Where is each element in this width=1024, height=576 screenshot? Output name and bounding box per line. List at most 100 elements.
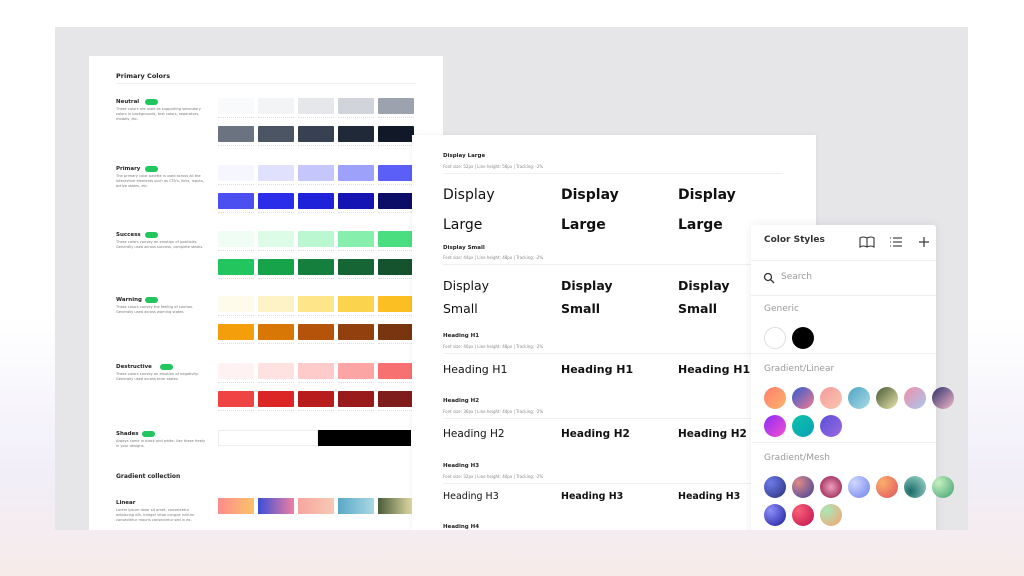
color-style-swatch[interactable] bbox=[904, 387, 926, 409]
color-style-swatch[interactable] bbox=[876, 387, 898, 409]
swatch bbox=[258, 193, 294, 209]
swatch-caption bbox=[258, 410, 294, 412]
group-name: Gradient/Linear bbox=[764, 364, 835, 374]
color-style-swatch[interactable] bbox=[764, 387, 786, 409]
color-style-swatch[interactable] bbox=[904, 476, 926, 498]
search-box[interactable]: Search bbox=[751, 263, 936, 293]
divider bbox=[116, 83, 416, 84]
canvas-panel: Primary Colors Neutral These colors are us… bbox=[55, 27, 968, 530]
divider bbox=[443, 353, 783, 354]
add-icon[interactable] bbox=[916, 234, 932, 248]
swatch-caption bbox=[258, 315, 294, 317]
swatch bbox=[298, 126, 334, 142]
swatch-caption bbox=[338, 315, 374, 317]
color-style-swatch[interactable] bbox=[932, 476, 954, 498]
swatch bbox=[378, 98, 414, 114]
color-style-swatch[interactable] bbox=[932, 387, 954, 409]
swatch bbox=[378, 324, 414, 340]
section-spec: Font size: 36px | Line height: 44px | Tr… bbox=[443, 409, 544, 414]
swatch-caption bbox=[338, 410, 374, 412]
badge bbox=[145, 99, 159, 105]
swatch-caption bbox=[258, 250, 294, 252]
swatch bbox=[298, 296, 334, 312]
swatch bbox=[258, 231, 294, 247]
swatch-caption bbox=[298, 117, 334, 119]
swatch-caption bbox=[258, 343, 294, 345]
section-name: Success bbox=[116, 232, 141, 238]
type-sample: Heading H3 bbox=[443, 491, 499, 502]
swatch bbox=[298, 324, 334, 340]
swatch-caption bbox=[338, 382, 374, 384]
type-sample: Display Small bbox=[678, 278, 730, 316]
swatch-caption bbox=[378, 184, 414, 186]
color-style-swatch[interactable] bbox=[792, 476, 814, 498]
section-name: Warning bbox=[116, 297, 142, 303]
swatch-caption bbox=[218, 315, 254, 317]
swatch bbox=[378, 165, 414, 181]
gradient-swatch bbox=[378, 498, 414, 514]
color-style-swatch[interactable] bbox=[820, 504, 842, 526]
swatch-caption bbox=[338, 250, 374, 252]
color-style-swatch[interactable] bbox=[792, 327, 814, 349]
swatch-caption bbox=[378, 410, 414, 412]
section-description: These colors convey an emotion of negati… bbox=[116, 372, 199, 381]
color-style-swatch[interactable] bbox=[764, 327, 786, 349]
color-style-swatch[interactable] bbox=[792, 504, 814, 526]
color-style-swatch[interactable] bbox=[792, 387, 814, 409]
type-sample: Display Small bbox=[443, 278, 490, 316]
section-spec: Font size: 52px | Line height: 56px | Tr… bbox=[443, 164, 544, 169]
section-description: Lorem ipsum dolor sit amet, consectetur … bbox=[116, 508, 195, 522]
color-style-swatch[interactable] bbox=[764, 504, 786, 526]
swatch-caption bbox=[298, 382, 334, 384]
swatch-caption bbox=[258, 382, 294, 384]
swatch bbox=[258, 98, 294, 114]
swatch-caption bbox=[378, 145, 414, 147]
section-spec: Font size: 44px | Line height: 48px | Tr… bbox=[443, 255, 544, 260]
swatch-caption bbox=[298, 410, 334, 412]
section-title: Heading H2 bbox=[443, 398, 480, 404]
section-name: Destructive bbox=[116, 364, 152, 370]
color-style-swatch[interactable] bbox=[792, 415, 814, 437]
library-icon[interactable] bbox=[859, 234, 875, 249]
section-name: Neutral bbox=[116, 99, 140, 105]
swatch-caption bbox=[298, 250, 334, 252]
color-style-swatch[interactable] bbox=[764, 415, 786, 437]
color-style-swatch[interactable] bbox=[876, 476, 898, 498]
section-title: Heading H3 bbox=[443, 463, 480, 469]
section-title: Heading H1 bbox=[443, 333, 480, 339]
type-sample: Display Large bbox=[443, 187, 495, 233]
color-style-swatch[interactable] bbox=[820, 476, 842, 498]
icon bbox=[890, 237, 902, 247]
search-icon bbox=[763, 272, 775, 284]
icon bbox=[859, 236, 875, 249]
section-title: Display Large bbox=[443, 153, 486, 159]
section-description: These colors are used as supporting seco… bbox=[116, 107, 201, 121]
swatch-caption bbox=[218, 117, 254, 119]
swatch-caption bbox=[258, 117, 294, 119]
swatch bbox=[338, 231, 374, 247]
shade-white bbox=[218, 430, 318, 446]
type-sample: Heading H1 bbox=[678, 363, 751, 376]
swatch bbox=[378, 259, 414, 275]
swatch bbox=[218, 324, 254, 340]
divider bbox=[443, 483, 783, 484]
color-style-swatch[interactable] bbox=[820, 415, 842, 437]
gradient-swatch bbox=[338, 498, 374, 514]
swatch-caption bbox=[218, 343, 254, 345]
badge bbox=[145, 297, 159, 303]
list-icon[interactable] bbox=[888, 234, 904, 248]
section-name: Primary bbox=[116, 166, 141, 172]
swatch-caption bbox=[298, 184, 334, 186]
swatch bbox=[338, 193, 374, 209]
color-style-swatch[interactable] bbox=[820, 387, 842, 409]
swatch bbox=[258, 165, 294, 181]
color-style-swatch[interactable] bbox=[848, 387, 870, 409]
color-style-swatch[interactable] bbox=[764, 476, 786, 498]
swatch bbox=[338, 324, 374, 340]
color-style-swatch[interactable] bbox=[848, 476, 870, 498]
swatch bbox=[258, 296, 294, 312]
swatch bbox=[378, 231, 414, 247]
type-sample: Heading H3 bbox=[561, 491, 624, 502]
swatch bbox=[298, 259, 334, 275]
